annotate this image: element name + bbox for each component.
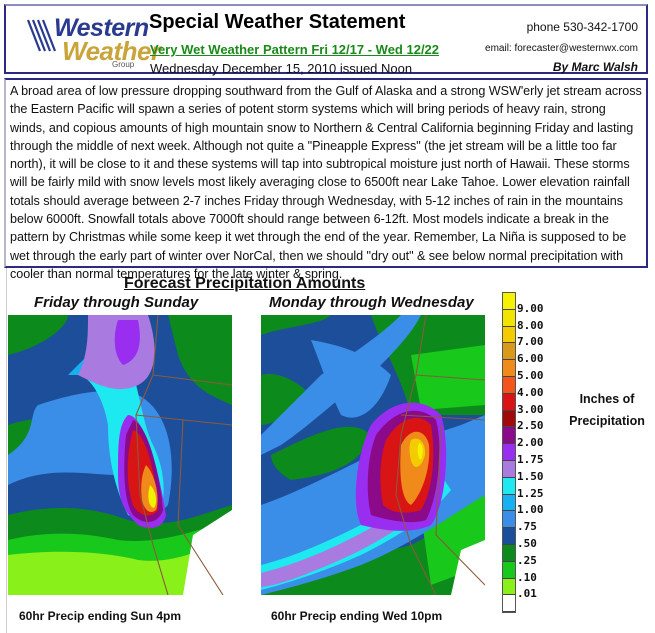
legend-label: 6.00: [517, 352, 544, 366]
subtitle-link[interactable]: Very Wet Weather Pattern Fri 12/17 - Wed…: [150, 42, 440, 57]
logo-stripes-icon: [26, 19, 57, 52]
legend-swatch: [503, 460, 515, 478]
precip-map-mon-wed: [261, 315, 485, 595]
legend-swatch: [503, 511, 515, 529]
header-banner: Western Weather Group Special Weather St…: [4, 4, 648, 76]
legend-label: .25: [517, 553, 537, 567]
legend-swatch: [503, 326, 515, 344]
legend-swatch: [503, 444, 515, 461]
legend-label: 5.00: [517, 369, 544, 382]
legend-swatch: [503, 494, 515, 512]
legend-label: .01: [517, 587, 537, 601]
legend-swatch: [503, 410, 515, 428]
legend-swatch: [503, 578, 515, 596]
legend-label: 1.75: [517, 453, 544, 466]
legend-label: 7.00: [517, 335, 544, 349]
legend-title-line2: Precipitation: [569, 414, 645, 428]
phone-number: phone 530-342-1700: [526, 20, 638, 34]
logo-word-western: Western: [54, 14, 149, 42]
legend-swatch: [503, 293, 515, 310]
legend-swatch: [503, 595, 515, 613]
caption-fri-sun: 60hr Precip ending Sun 4pm: [19, 609, 182, 623]
legend-label: .75: [517, 520, 537, 534]
legend-label: 1.25: [517, 486, 544, 500]
map-label-fri-sun: Friday through Sunday: [34, 294, 199, 311]
legend-swatch: [503, 393, 515, 411]
author-byline: By Marc Walsh: [552, 60, 638, 74]
forecast-section-title: Forecast Precipitation Amounts: [124, 275, 366, 292]
legend-label: .10: [517, 570, 537, 584]
western-weather-logo: Western Weather Group: [14, 10, 161, 70]
legend-label: 1.50: [517, 469, 544, 483]
legend-color-bar: [502, 292, 516, 614]
legend-label: 8.00: [517, 318, 544, 332]
page-title: Special Weather Statement: [149, 11, 406, 33]
logo-word-group: Group: [112, 60, 135, 69]
legend-title: Inches of Precipitation: [567, 388, 647, 432]
legend-swatch: [503, 427, 515, 445]
legend-label: 2.50: [517, 419, 544, 433]
legend-swatch: [503, 544, 515, 562]
legend-swatch: [503, 376, 515, 394]
legend-label: 9.00: [517, 301, 544, 315]
caption-mon-wed: 60hr Precip ending Wed 10pm: [271, 609, 443, 623]
map-label-mon-wed: Monday through Wednesday: [269, 294, 474, 311]
legend-label: 4.00: [517, 385, 544, 399]
legend-swatch: [503, 561, 515, 579]
legend-swatch: [503, 360, 515, 377]
legend-swatch: [503, 477, 515, 495]
issued-date: Wednesday December 15, 2010 issued Noon: [150, 61, 413, 76]
legend-label: 3.00: [517, 402, 544, 416]
legend-swatch: [503, 309, 515, 327]
email-contact: email: forecaster@westernwx.com: [485, 43, 638, 54]
legend-swatch: [503, 343, 515, 361]
left-border-line: [6, 268, 7, 633]
precip-map-fri-sun: [8, 315, 232, 595]
logo-word-weather: Weather: [62, 36, 161, 66]
legend-swatch: [503, 528, 515, 545]
legend-label: .50: [517, 537, 537, 550]
legend-label: 2.00: [517, 436, 544, 450]
legend-label: 1.00: [517, 503, 544, 517]
statement-body: A broad area of low pressure dropping so…: [4, 78, 648, 281]
legend-title-line1: Inches of: [579, 392, 635, 406]
